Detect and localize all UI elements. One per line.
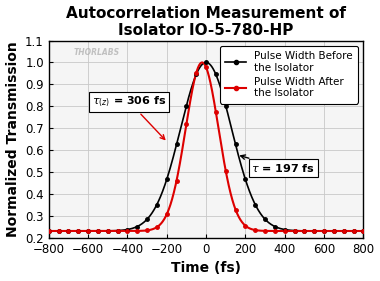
X-axis label: Time (fs): Time (fs) [171,261,241,275]
Legend: Pulse Width Before
the Isolator, Pulse Width After
the Isolator: Pulse Width Before the Isolator, Pulse W… [220,46,358,103]
Text: THORLABS: THORLABS [74,48,120,57]
Text: $\tau$ = 197 fs: $\tau$ = 197 fs [241,155,315,174]
Text: $\tau_{(z)}$ = 306 fs: $\tau_{(z)}$ = 306 fs [92,94,166,139]
Title: Autocorrelation Measurement of
Isolator IO-5-780-HP: Autocorrelation Measurement of Isolator … [66,6,346,38]
Y-axis label: Normalized Transmission: Normalized Transmission [6,41,19,237]
